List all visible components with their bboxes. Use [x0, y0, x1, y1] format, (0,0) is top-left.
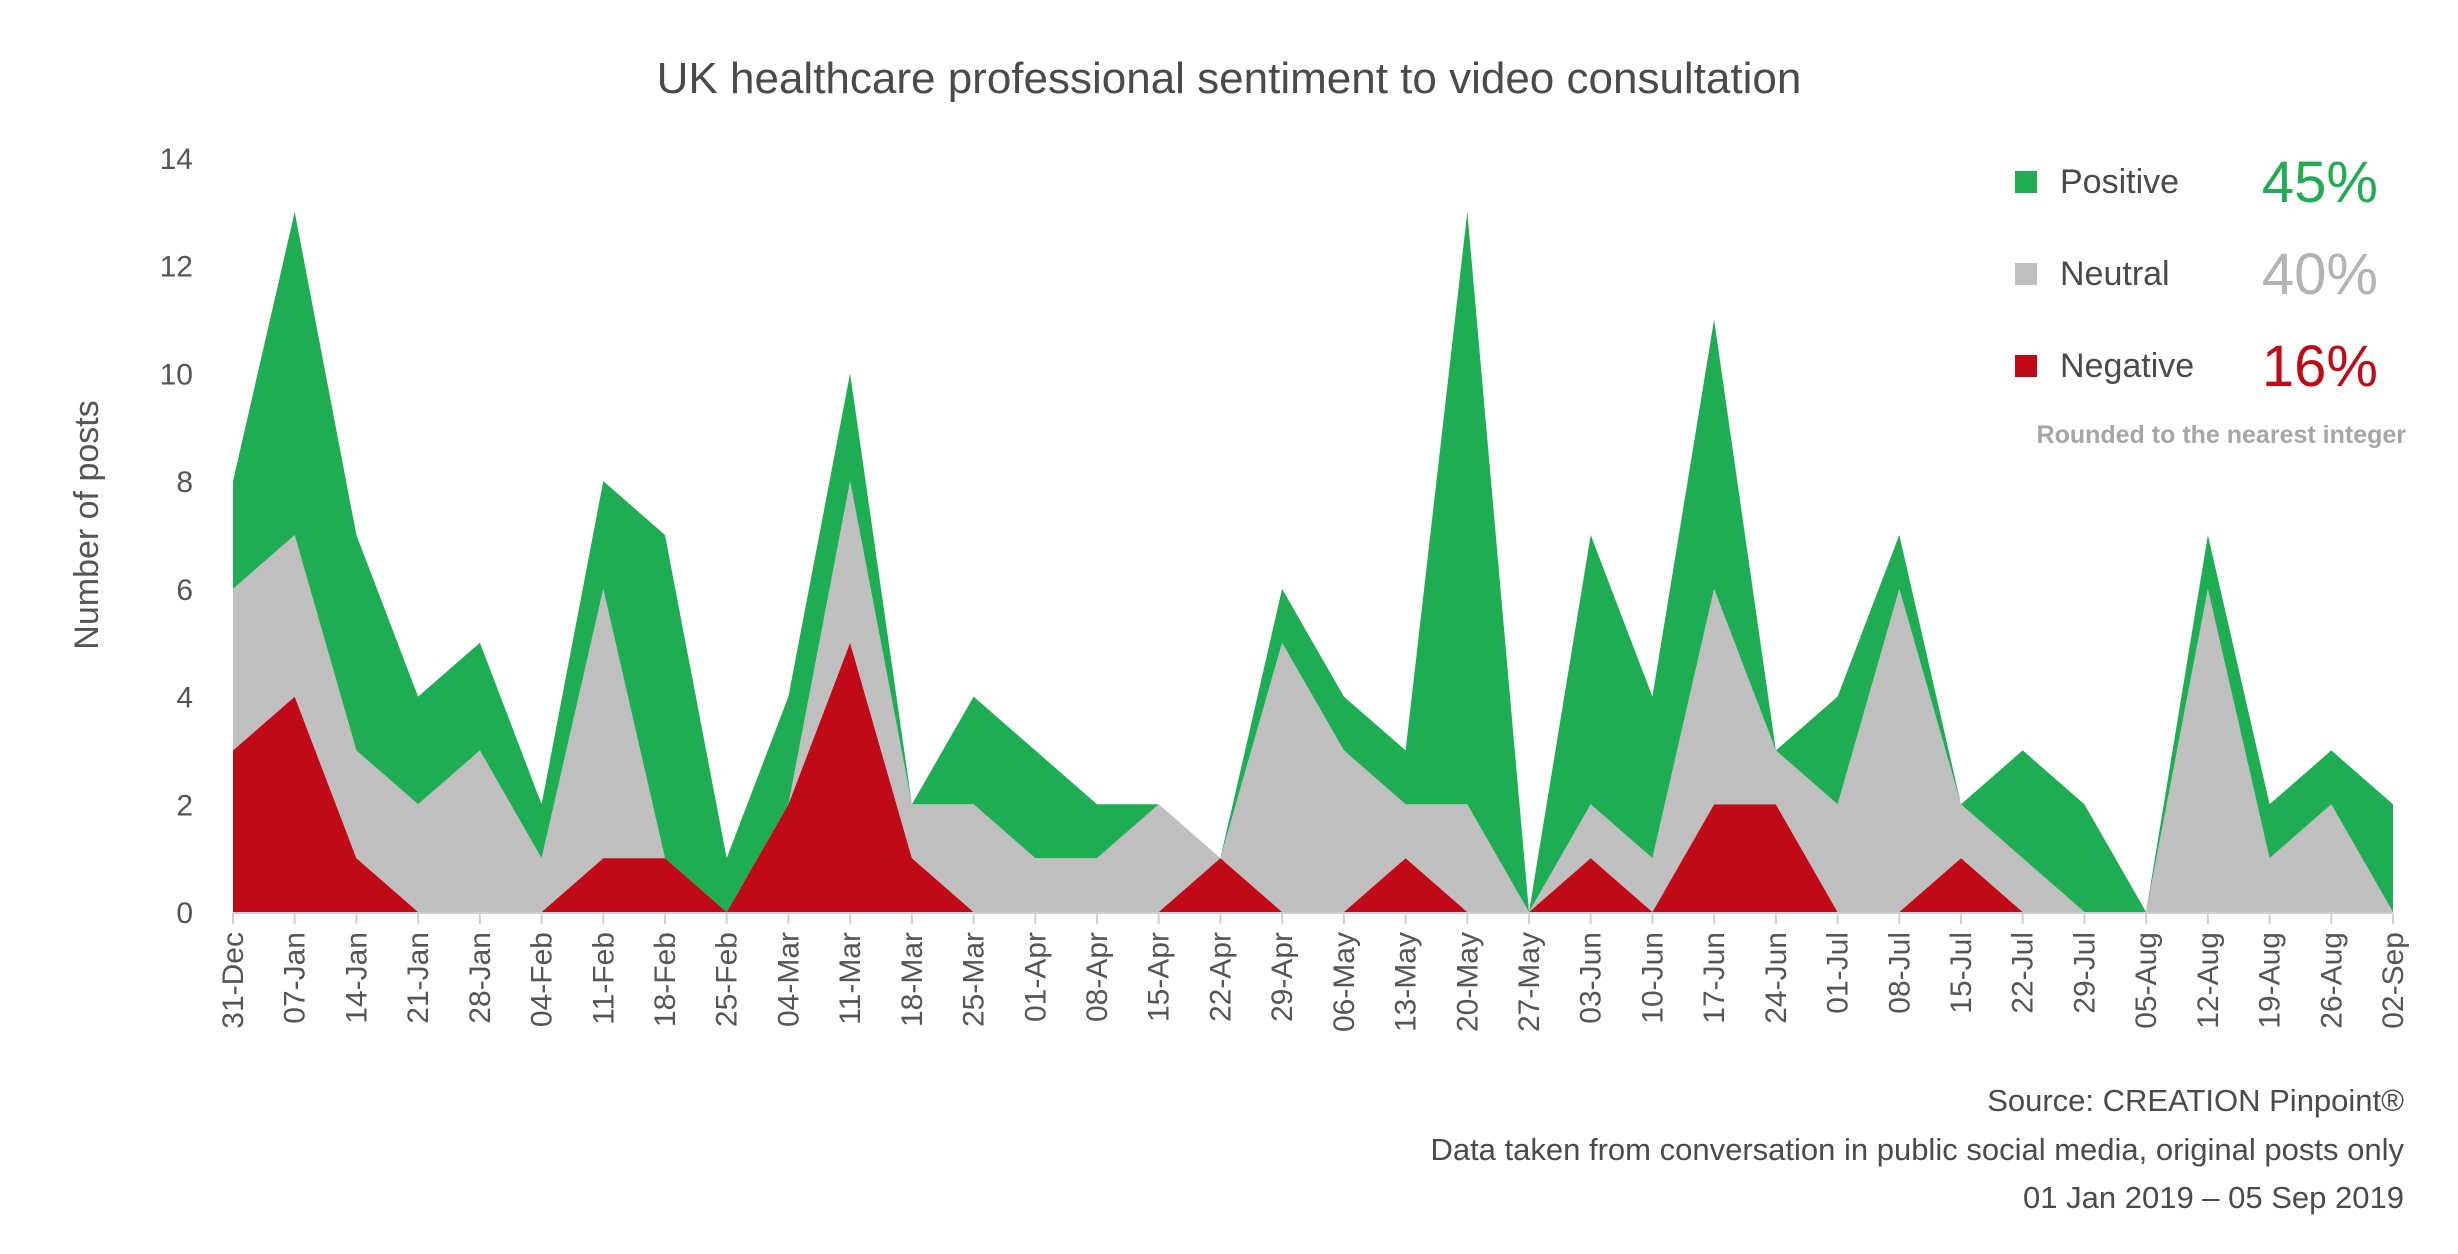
- x-tick-label: 06-May: [1328, 932, 1361, 1032]
- legend-label-positive: Positive: [2060, 163, 2179, 201]
- legend-percent-negative: 16%: [2262, 334, 2378, 399]
- x-tick-label: 31-Dec: [217, 932, 250, 1029]
- x-tick-label: 12-Aug: [2192, 932, 2225, 1029]
- x-tick-label: 21-Jan: [402, 932, 435, 1024]
- x-tick-label: 25-Feb: [711, 932, 744, 1027]
- legend-label-negative: Negative: [2060, 347, 2194, 385]
- x-tick-label: 24-Jun: [1760, 932, 1793, 1024]
- source-description: Data taken from conversation in public s…: [1430, 1132, 2404, 1167]
- x-tick-label: 27-May: [1513, 932, 1546, 1032]
- x-tick-label: 08-Apr: [1081, 932, 1114, 1022]
- x-tick-label: 25-Mar: [958, 932, 991, 1027]
- y-axis-ticks: 0 2 4 6 8 10 12 14: [160, 143, 193, 930]
- x-tick-label: 11-Feb: [587, 932, 620, 1025]
- area-neutral: [233, 481, 2393, 912]
- x-axis-ticks: 31-Dec 07-Jan 14-Jan 21-Jan 28-Jan 04-Feb 11-F…: [217, 913, 2410, 1032]
- y-tick-label: 6: [176, 574, 193, 607]
- y-tick-label: 8: [176, 466, 193, 499]
- legend-item-neutral: Neutral 40%: [2015, 242, 2378, 307]
- source-block: Source: CREATION Pinpoint® Data taken fr…: [1430, 1083, 2404, 1215]
- x-tick-label: 05-Aug: [2130, 932, 2163, 1029]
- legend-percent-positive: 45%: [2262, 150, 2378, 215]
- y-tick-label: 0: [176, 897, 193, 930]
- x-tick-label: 22-Apr: [1204, 932, 1237, 1022]
- x-tick-label: 15-Apr: [1143, 932, 1176, 1022]
- area-positive: [233, 211, 2393, 912]
- y-tick-label: 10: [160, 358, 193, 391]
- legend-item-negative: Negative 16%: [2015, 334, 2378, 399]
- x-tick-label: 26-Aug: [2315, 932, 2348, 1029]
- legend-percent-neutral: 40%: [2262, 242, 2378, 307]
- legend-item-positive: Positive 45%: [2015, 150, 2378, 215]
- x-tick-label: 10-Jun: [1636, 932, 1669, 1024]
- x-tick-label: 17-Jun: [1698, 932, 1731, 1024]
- y-tick-label: 4: [176, 682, 193, 715]
- x-tick-label: 01-Apr: [1019, 932, 1052, 1022]
- y-tick-label: 2: [176, 789, 193, 822]
- x-tick-label: 18-Feb: [649, 932, 682, 1027]
- y-tick-label: 12: [160, 251, 193, 284]
- legend-swatch-neutral: [2015, 263, 2037, 285]
- y-axis-label: Number of posts: [68, 400, 106, 649]
- x-tick-label: 02-Sep: [2377, 932, 2410, 1029]
- area-negative: [233, 642, 2393, 912]
- x-tick-label: 15-Jul: [1945, 932, 1978, 1014]
- chart-title: UK healthcare professional sentiment to …: [657, 54, 1802, 103]
- x-tick-label: 07-Jan: [279, 932, 312, 1024]
- x-tick-label: 04-Mar: [772, 932, 805, 1027]
- area-series-group: [233, 211, 2393, 912]
- x-tick-label: 01-Jul: [1822, 932, 1855, 1014]
- legend-label-neutral: Neutral: [2060, 255, 2170, 293]
- x-tick-label: 03-Jun: [1575, 932, 1608, 1024]
- x-tick-label: 13-May: [1390, 932, 1423, 1032]
- x-tick-label: 08-Jul: [1883, 932, 1916, 1014]
- legend-swatch-positive: [2015, 171, 2037, 193]
- y-tick-label: 14: [160, 143, 193, 176]
- x-tick-label: 18-Mar: [896, 932, 929, 1027]
- legend-swatch-negative: [2015, 355, 2037, 377]
- source-line: Source: CREATION Pinpoint®: [1987, 1083, 2404, 1118]
- x-tick-label: 14-Jan: [340, 932, 373, 1024]
- x-tick-label: 11-Mar: [834, 932, 867, 1025]
- source-date-range: 01 Jan 2019 – 05 Sep 2019: [2023, 1180, 2404, 1215]
- x-tick-label: 29-Apr: [1266, 932, 1299, 1022]
- x-tick-label: 19-Aug: [2254, 932, 2287, 1029]
- x-tick-label: 28-Jan: [464, 932, 497, 1024]
- rounding-note: Rounded to the nearest integer: [2037, 421, 2407, 449]
- x-tick-label: 04-Feb: [526, 932, 559, 1027]
- x-tick-label: 22-Jul: [2007, 932, 2040, 1014]
- x-tick-label: 20-May: [1451, 932, 1484, 1032]
- legend: Positive 45% Neutral 40% Negative 16% Ro…: [2015, 150, 2406, 449]
- x-tick-label: 29-Jul: [2068, 932, 2101, 1014]
